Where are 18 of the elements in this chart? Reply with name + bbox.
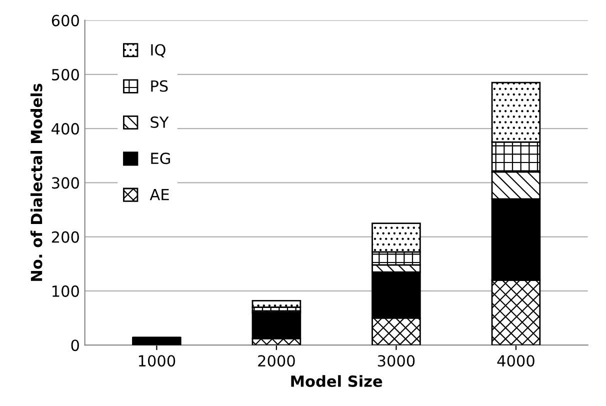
legend-label: PS [151, 80, 168, 92]
y-tick-label: 100 [52, 285, 79, 297]
y-tick-label: 600 [52, 14, 79, 26]
y-tick-label: 200 [52, 231, 79, 243]
y-tick-label: 0 [71, 340, 79, 352]
x-tick-label: 2000 [258, 355, 295, 367]
legend-label: EG [151, 152, 170, 164]
x-axis-title: Model Size [291, 375, 382, 387]
legend-label: SY [150, 116, 169, 128]
y-tick-label: 500 [52, 68, 79, 80]
x-tick-label: 1000 [138, 355, 176, 367]
y-tick-label: 400 [52, 123, 79, 135]
legend-label: IQ [151, 44, 166, 58]
x-tick-label: 4000 [497, 355, 534, 367]
x-tick-label: 3000 [378, 355, 415, 367]
y-axis-title: No. of Dialectal Models [30, 84, 42, 281]
legend-label: AE [150, 188, 169, 200]
y-tick-label: 300 [52, 177, 79, 189]
